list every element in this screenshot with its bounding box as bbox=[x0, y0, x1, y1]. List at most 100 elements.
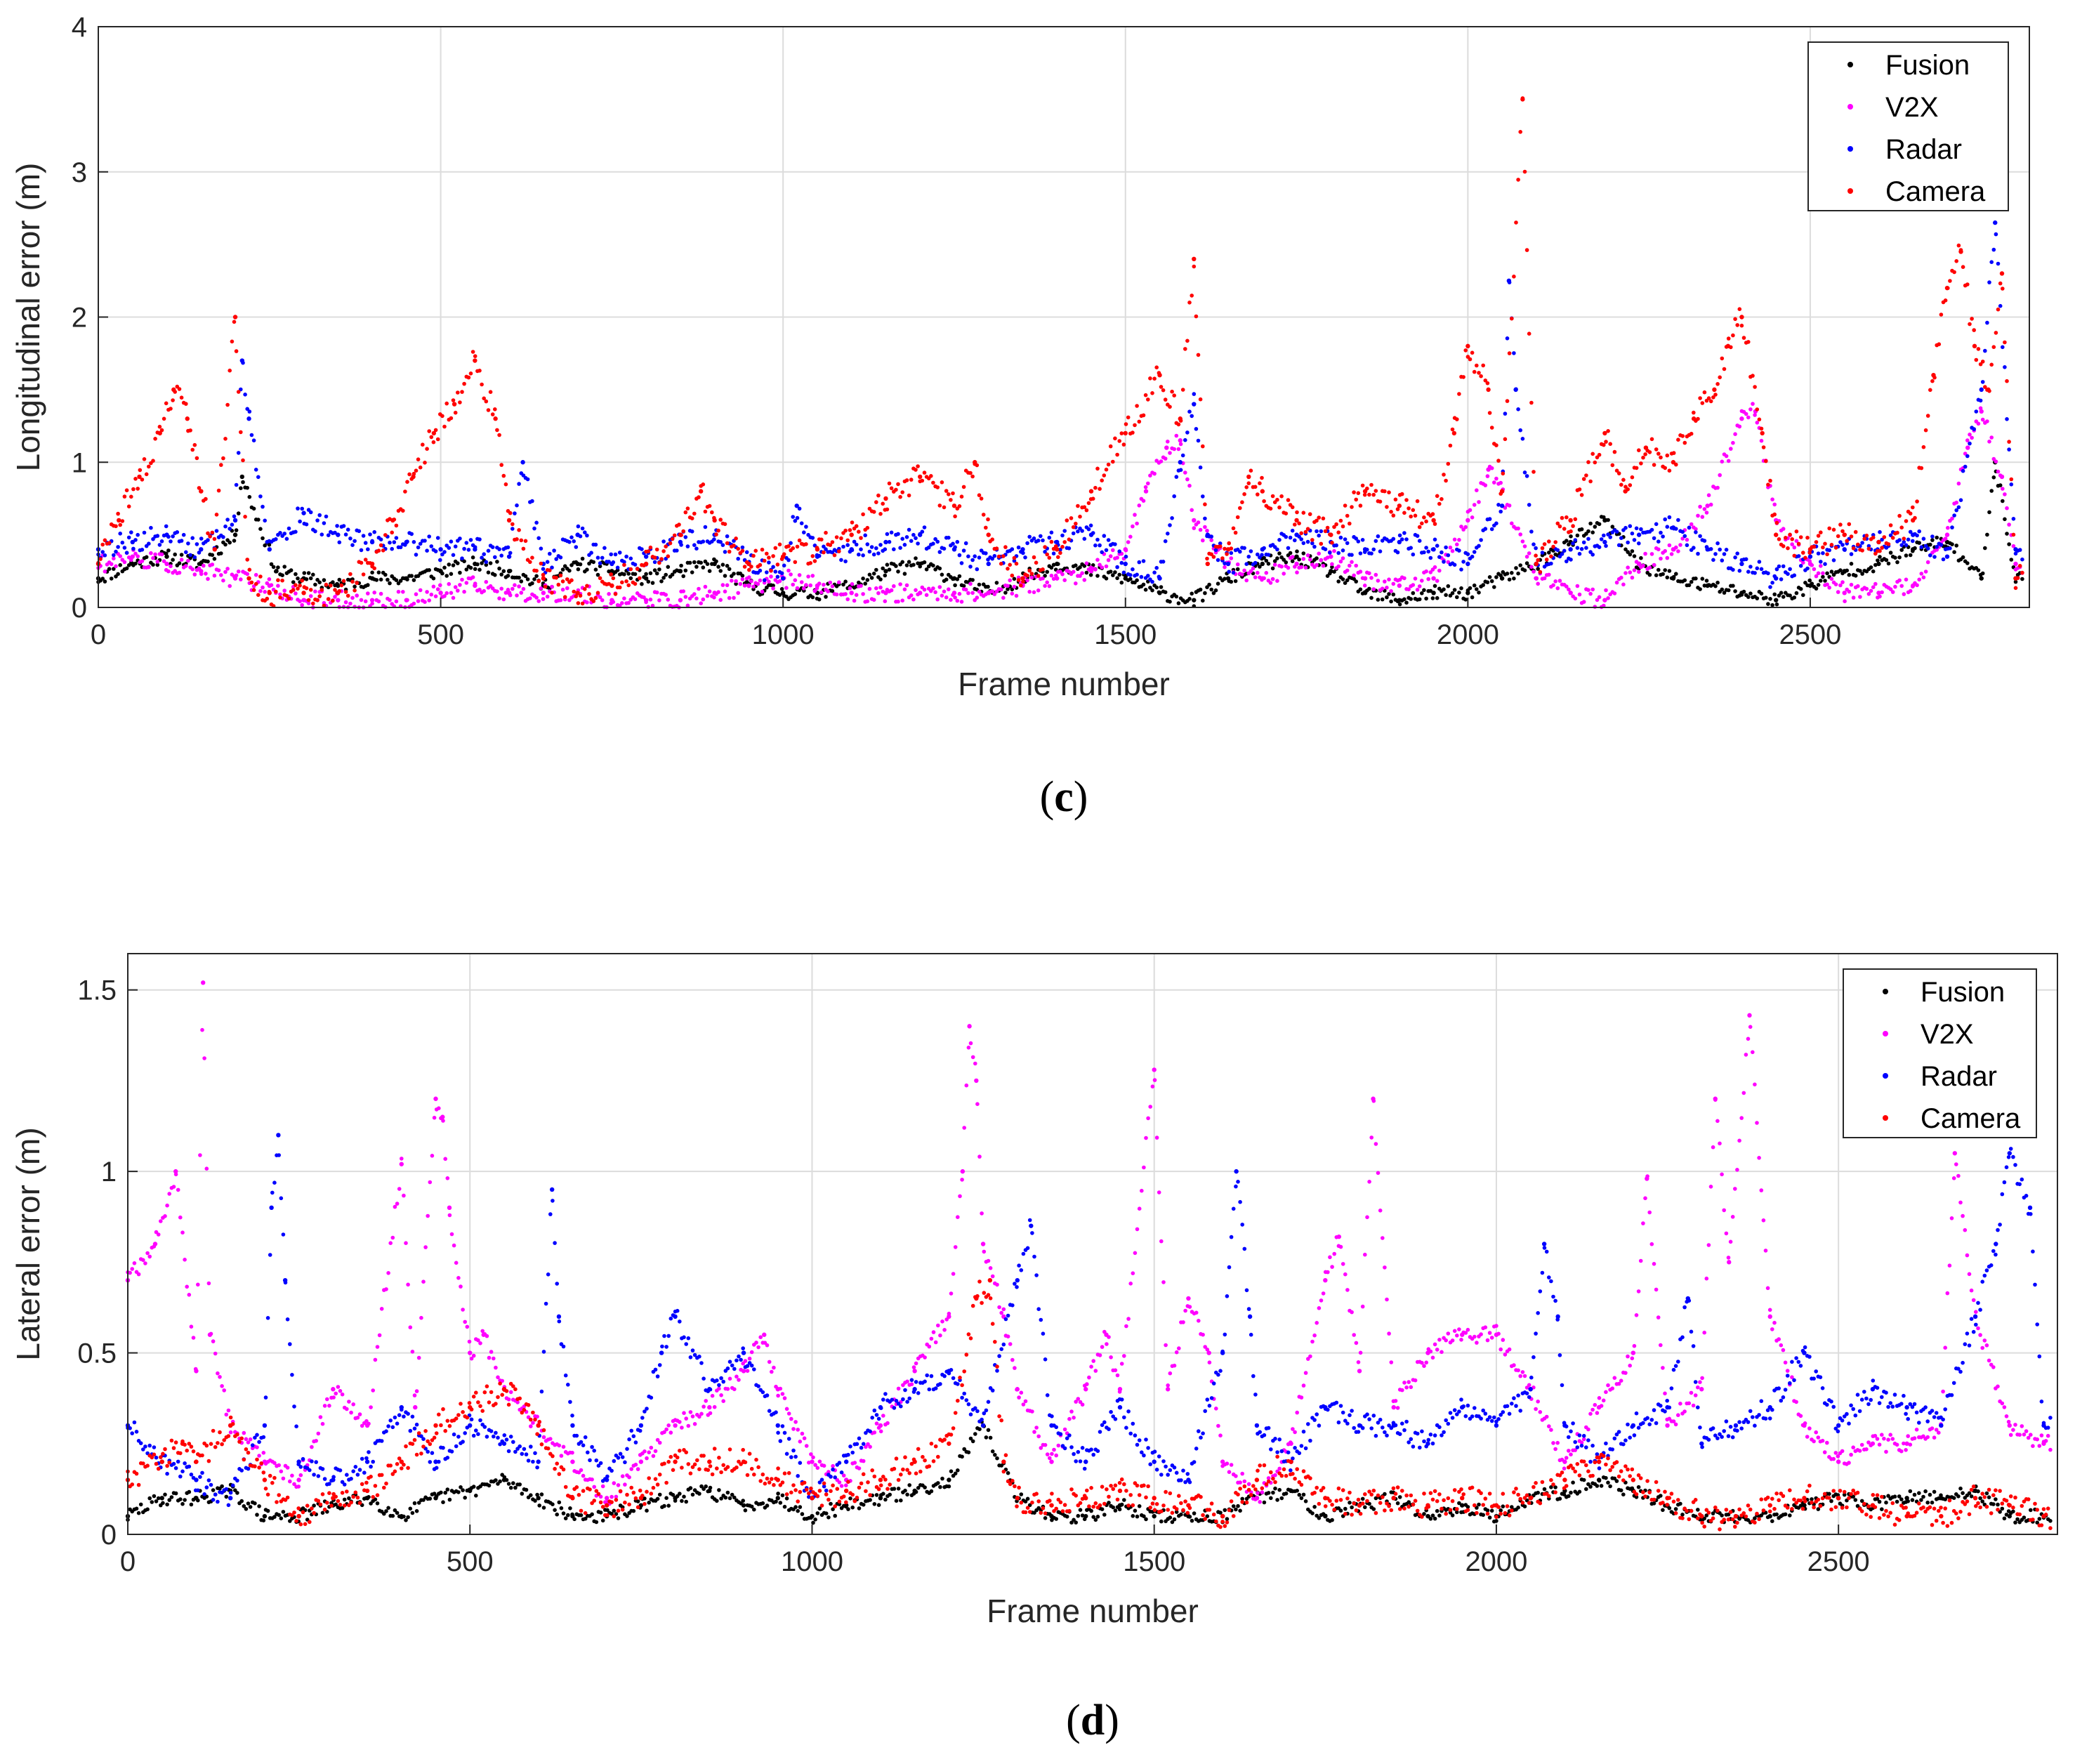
data-point bbox=[688, 1486, 693, 1490]
data-point bbox=[162, 533, 166, 538]
data-point bbox=[495, 560, 499, 564]
data-point bbox=[1925, 1500, 1930, 1505]
data-point bbox=[120, 519, 125, 523]
data-point bbox=[699, 560, 703, 565]
data-point bbox=[523, 574, 528, 579]
data-point bbox=[683, 568, 688, 573]
data-point bbox=[576, 601, 581, 605]
data-point bbox=[1667, 543, 1672, 548]
data-point bbox=[2005, 417, 2009, 421]
data-point bbox=[850, 548, 855, 553]
data-point bbox=[473, 567, 477, 572]
data-point bbox=[190, 567, 195, 572]
data-point bbox=[1275, 1498, 1279, 1502]
data-point bbox=[771, 565, 775, 570]
data-point bbox=[550, 591, 554, 595]
data-point bbox=[1098, 562, 1102, 567]
data-point bbox=[1196, 438, 1201, 443]
data-point bbox=[1774, 520, 1779, 525]
data-point bbox=[1720, 558, 1725, 562]
data-point bbox=[1827, 1492, 1831, 1496]
data-point bbox=[543, 584, 548, 589]
data-point bbox=[103, 538, 107, 543]
data-point bbox=[1542, 576, 1547, 581]
data-point bbox=[416, 457, 421, 461]
data-point bbox=[1904, 543, 1909, 548]
data-point bbox=[1810, 1497, 1814, 1501]
x-tick-label: 500 bbox=[417, 619, 464, 650]
data-point bbox=[1045, 552, 1049, 557]
data-point bbox=[1667, 515, 1672, 520]
data-point bbox=[1470, 350, 1475, 355]
data-point bbox=[1424, 546, 1428, 550]
data-point bbox=[122, 560, 127, 565]
data-point bbox=[1888, 523, 1893, 527]
data-point bbox=[1983, 385, 1987, 389]
data-point bbox=[1610, 525, 1615, 529]
data-point bbox=[378, 537, 383, 541]
data-point bbox=[464, 541, 469, 545]
data-point bbox=[861, 512, 865, 517]
data-point bbox=[843, 528, 848, 533]
data-point bbox=[1489, 1508, 1494, 1513]
data-point bbox=[468, 1350, 473, 1355]
data-point bbox=[185, 1284, 190, 1289]
data-point bbox=[933, 590, 937, 595]
data-point bbox=[272, 1515, 277, 1519]
data-point bbox=[633, 572, 638, 577]
data-point bbox=[306, 571, 311, 575]
data-point bbox=[1823, 541, 1827, 546]
data-point bbox=[239, 577, 243, 581]
data-point bbox=[1397, 583, 1402, 588]
data-point bbox=[1661, 572, 1665, 577]
data-point bbox=[1159, 459, 1164, 463]
data-point bbox=[1164, 445, 1169, 450]
data-point bbox=[887, 481, 892, 486]
data-point bbox=[473, 354, 477, 359]
data-point bbox=[1897, 513, 1902, 518]
data-point bbox=[1751, 402, 1755, 406]
data-point bbox=[1238, 1508, 1242, 1513]
data-point bbox=[1442, 560, 1446, 564]
data-point bbox=[1980, 360, 1985, 364]
data-point bbox=[654, 590, 659, 595]
data-point bbox=[1676, 437, 1680, 442]
data-point bbox=[1054, 1517, 1058, 1521]
data-point bbox=[716, 565, 720, 569]
data-point bbox=[1062, 540, 1067, 544]
data-point bbox=[776, 1492, 780, 1496]
data-point bbox=[1465, 1505, 1470, 1509]
data-point bbox=[1987, 389, 1991, 393]
data-point bbox=[723, 589, 727, 594]
data-point bbox=[652, 555, 657, 560]
data-point bbox=[1477, 1502, 1481, 1507]
data-point bbox=[602, 546, 607, 551]
data-point bbox=[762, 1332, 767, 1337]
data-point bbox=[225, 402, 230, 407]
data-point bbox=[265, 596, 270, 601]
data-point bbox=[1229, 551, 1234, 555]
data-point bbox=[1671, 460, 1676, 465]
data-point bbox=[528, 560, 532, 565]
data-point bbox=[248, 1505, 253, 1509]
data-point bbox=[1636, 532, 1642, 537]
data-point bbox=[758, 578, 763, 583]
data-point bbox=[456, 1490, 461, 1494]
data-point bbox=[322, 1404, 327, 1408]
data-point bbox=[1360, 538, 1365, 542]
data-point bbox=[1748, 407, 1753, 412]
data-point bbox=[334, 1502, 338, 1507]
data-point bbox=[1183, 470, 1187, 475]
data-point bbox=[973, 1432, 977, 1436]
data-point bbox=[1402, 597, 1407, 602]
data-point bbox=[276, 578, 280, 582]
data-point bbox=[1113, 1508, 1118, 1513]
data-point bbox=[655, 1496, 660, 1501]
data-point bbox=[812, 559, 817, 563]
data-point bbox=[1008, 562, 1012, 567]
data-point bbox=[1579, 547, 1584, 551]
data-point bbox=[449, 539, 454, 544]
data-point bbox=[924, 593, 929, 598]
data-point bbox=[819, 590, 824, 595]
data-point bbox=[894, 564, 898, 568]
